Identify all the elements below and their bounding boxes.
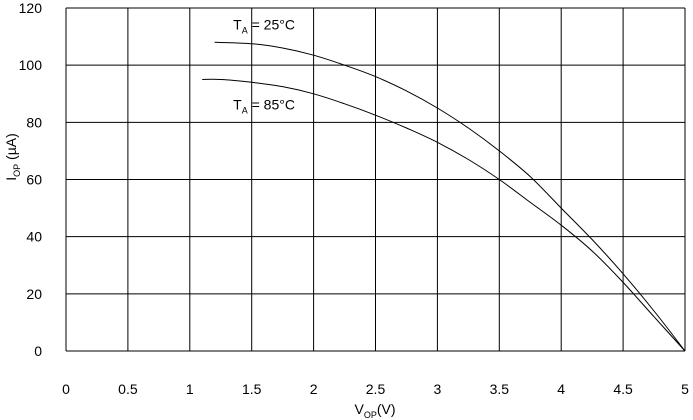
x-tick-label: 0: [62, 381, 70, 397]
x-tick-label: 2: [310, 381, 318, 397]
x-tick-label: 3: [434, 381, 442, 397]
y-tick-label: 100: [19, 57, 43, 73]
y-tick-label: 0: [34, 343, 42, 359]
x-tick-label: 4: [557, 381, 565, 397]
tick-labels: 0 0.5 1 1.5 2 2.5 3 3.5 4 4.5 5 0 20 40 60 80 100 120: [19, 0, 689, 397]
y-axis-label: IOP (µA): [3, 133, 22, 181]
y-tick-label: 40: [26, 229, 42, 245]
x-tick-label: 3.5: [490, 381, 510, 397]
series-layer: [202, 41, 686, 352]
y-tick-label: 80: [26, 114, 42, 130]
x-tick-label: 0.5: [118, 381, 138, 397]
annotation-ta-85: TA = 85°C: [233, 96, 295, 115]
y-tick-label: 60: [26, 172, 42, 188]
annotation-ta-25: TA = 25°C: [233, 16, 295, 35]
y-tick-label: 120: [19, 0, 43, 16]
series-line-ta-25: [214, 41, 686, 352]
x-tick-label: 1: [186, 381, 194, 397]
series-line-ta-85: [202, 78, 686, 352]
grid: [65, 7, 686, 352]
x-tick-label: 1.5: [242, 381, 262, 397]
y-tick-label: 20: [26, 286, 42, 302]
x-tick-label: 4.5: [613, 381, 633, 397]
x-tick-label: 5: [681, 381, 689, 397]
x-tick-label: 2.5: [366, 381, 386, 397]
x-axis-label: VOP(V): [354, 401, 395, 420]
